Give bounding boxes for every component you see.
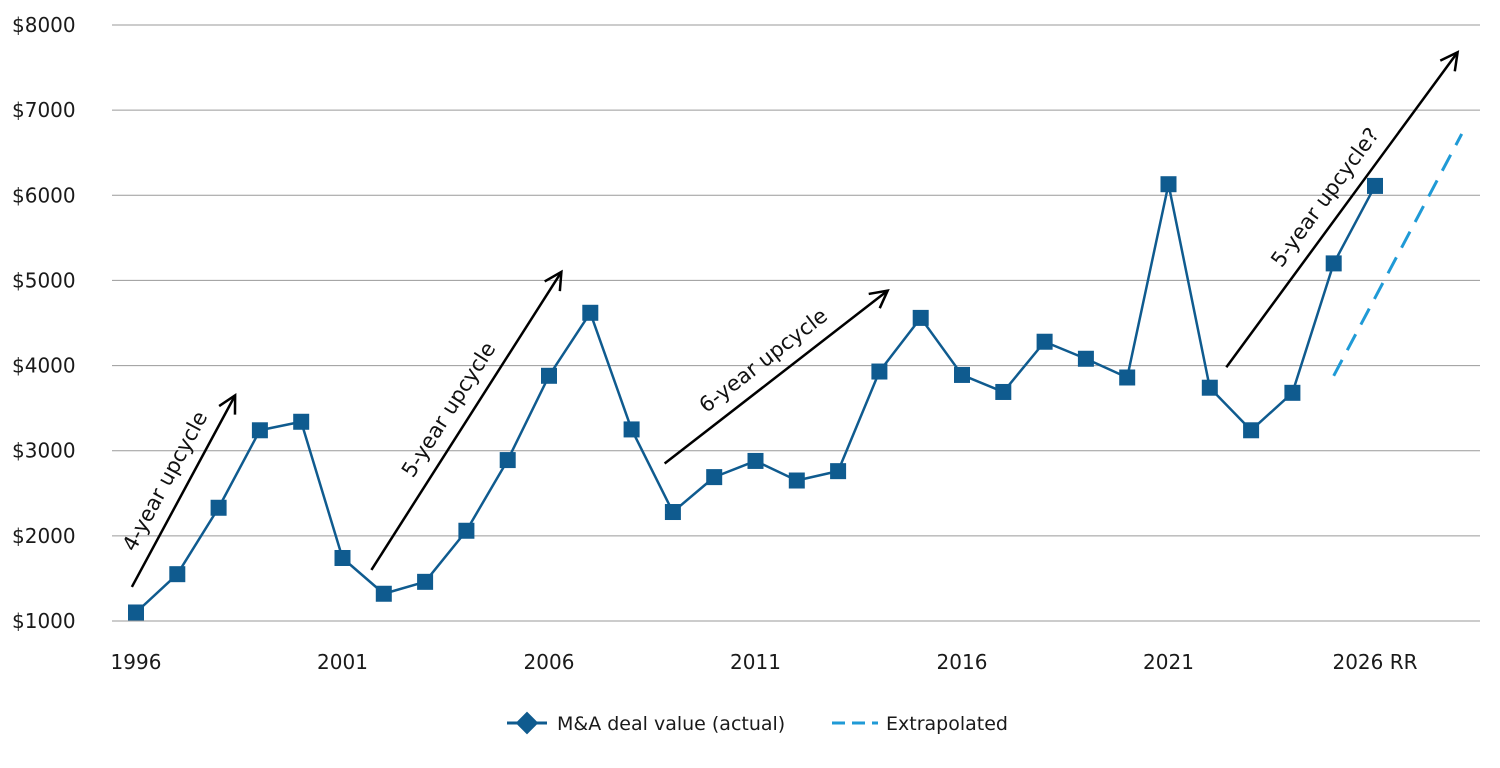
x-tick-label: 2021 <box>1143 650 1194 674</box>
x-tick-label: 2026 RR <box>1332 650 1417 674</box>
annotation-label: 5-year upcycle <box>397 338 501 482</box>
data-point-marker <box>128 604 144 621</box>
y-tick-label: $3000 <box>12 439 76 463</box>
data-point-marker <box>334 549 351 566</box>
data-point-marker <box>623 421 640 438</box>
annotation-arrow-line <box>1225 51 1459 369</box>
data-point-marker <box>1077 350 1094 367</box>
y-tick-label: $8000 <box>12 13 76 37</box>
extrapolated-line <box>1332 133 1464 377</box>
annotation-arrow-line <box>130 394 237 588</box>
y-tick-label: $2000 <box>12 524 76 548</box>
y-tick-label: $5000 <box>12 268 76 292</box>
data-point-marker <box>417 573 434 590</box>
data-point-marker <box>871 363 888 380</box>
x-axis-ticks: 1996 2001 2006 2011 2016 2021 2026 RR <box>111 650 1418 674</box>
annotation-arrow-line <box>370 271 563 571</box>
legend: M&A deal value (actual) Extrapolated <box>507 711 1008 735</box>
y-tick-label: $7000 <box>12 98 76 122</box>
data-point-marker <box>788 472 805 489</box>
legend-label-extrapolated: Extrapolated <box>886 713 1008 735</box>
x-tick-label: 2011 <box>730 650 781 674</box>
y-tick-label: $4000 <box>12 354 76 378</box>
x-tick-label: 2006 <box>524 650 575 674</box>
data-point-marker <box>169 566 186 583</box>
x-tick-label: 2001 <box>317 650 368 674</box>
annotation-label: 4-year upcycle <box>118 407 213 555</box>
data-point-marker <box>458 522 475 539</box>
y-axis-ticks: $1000 $2000 $3000 $4000 $5000 $6000 $7000 $8000 <box>12 13 76 633</box>
x-tick-label: 2016 <box>937 650 988 674</box>
data-point-marker <box>706 469 723 486</box>
annotation-label: 5-year upcycle? <box>1266 123 1384 271</box>
data-point-marker <box>251 422 268 439</box>
annotation-arrow-line <box>663 289 889 465</box>
legend-marker-diamond-icon <box>515 711 539 735</box>
arrowhead-icon <box>868 289 890 309</box>
data-point-marker <box>1284 384 1301 401</box>
data-point-marker <box>1160 176 1177 193</box>
y-tick-label: $1000 <box>12 609 76 633</box>
data-point-marker <box>1036 333 1053 350</box>
arrowhead-icon <box>1439 50 1460 72</box>
arrowhead-icon <box>544 269 563 292</box>
legend-item-actual: M&A deal value (actual) <box>507 711 785 735</box>
data-point-marker <box>375 585 392 602</box>
arrowhead-icon <box>218 393 237 415</box>
x-tick-label: 1996 <box>111 650 162 674</box>
data-point-marker <box>499 452 516 469</box>
extrapolated-series <box>1332 133 1464 377</box>
data-point-marker <box>541 367 557 384</box>
data-point-marker <box>664 504 681 521</box>
data-point-marker <box>293 413 310 430</box>
data-point-marker <box>582 304 599 321</box>
annotation-label: 6-year upcycle <box>695 304 832 418</box>
legend-label-actual: M&A deal value (actual) <box>557 713 785 735</box>
data-point-marker <box>912 309 929 326</box>
y-tick-label: $6000 <box>12 183 76 207</box>
data-point-marker <box>1243 422 1260 439</box>
data-point-marker <box>995 383 1012 400</box>
actual-line <box>135 182 1377 614</box>
data-point-marker <box>1325 255 1342 272</box>
data-point-marker <box>747 452 764 469</box>
data-point-marker <box>1119 369 1136 386</box>
data-point-marker <box>1201 379 1218 396</box>
data-point-marker <box>210 499 227 516</box>
data-point-marker <box>954 366 970 383</box>
gridlines <box>112 24 1480 622</box>
annotations: 4-year upcycle 5-year upcycle 6-year upcyc… <box>118 50 1460 588</box>
data-point-marker <box>830 463 847 480</box>
data-point-marker <box>1367 177 1383 194</box>
legend-item-extrapolated: Extrapolated <box>832 713 1008 735</box>
actual-series <box>128 176 1383 621</box>
